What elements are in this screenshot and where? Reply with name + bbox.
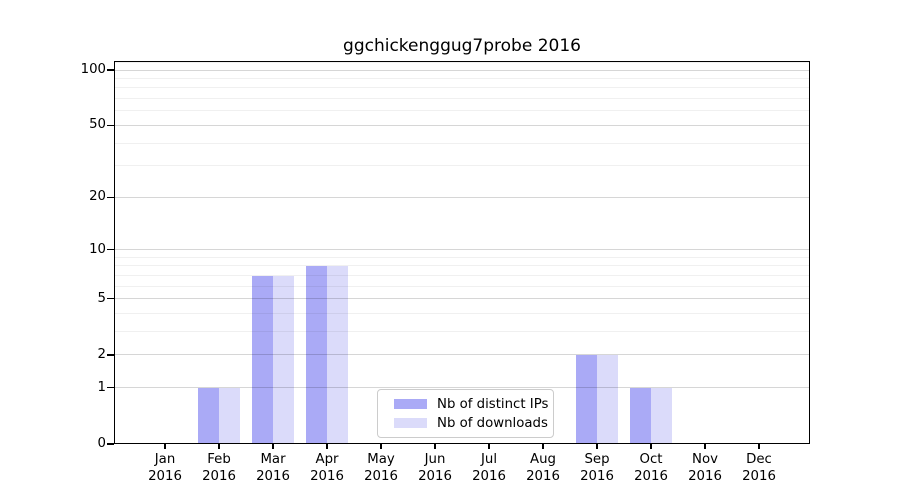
x-tick-mark [596,444,598,449]
y-tick-label: 50 [89,117,106,133]
legend-swatch-downloads [394,418,427,428]
chart-title: ggchickenggug7probe 2016 [343,36,581,56]
x-tick-label: Apr 2016 [310,452,344,484]
y-tick-label: 100 [80,62,106,78]
y-tick-mark [107,69,114,71]
y-tick-mark [107,387,114,389]
plot-area [114,61,810,444]
x-tick-label: Jan 2016 [148,452,182,484]
x-tick-mark [380,444,382,449]
legend-label: Nb of distinct IPs [437,396,549,412]
y-tick-mark [107,354,114,356]
bar-distinct-ips [576,354,597,444]
legend-swatch-distinct-ips [394,399,427,409]
y-tick-label: 2 [97,346,106,362]
bar-downloads [651,387,672,444]
y-tick-mark [107,249,114,251]
x-tick-label: Mar 2016 [256,452,290,484]
x-tick-label: Sep 2016 [580,452,614,484]
x-tick-label: Jul 2016 [472,452,506,484]
legend-item: Nb of downloads [394,416,553,431]
x-tick-mark [650,444,652,449]
x-tick-mark [164,444,166,449]
y-tick-mark [107,443,114,445]
y-tick-label: 5 [97,290,106,306]
x-tick-label: May 2016 [364,452,398,484]
x-tick-mark [758,444,760,449]
x-tick-mark [704,444,706,449]
y-tick-mark [107,298,114,300]
y-tick-label: 10 [89,241,106,257]
x-tick-mark [542,444,544,449]
bar-downloads [597,354,618,444]
x-tick-mark [218,444,220,449]
x-tick-mark [488,444,490,449]
bars-layer [114,61,810,444]
y-tick-mark [107,196,114,198]
x-tick-label: Jun 2016 [418,452,452,484]
y-tick-label: 0 [97,436,106,451]
x-tick-label: Oct 2016 [634,452,668,484]
bar-distinct-ips [306,265,327,444]
x-tick-mark [272,444,274,449]
x-tick-label: Dec 2016 [742,452,776,484]
x-tick-label: Nov 2016 [688,452,722,484]
bar-downloads [327,265,348,444]
bar-distinct-ips [198,387,219,444]
x-tick-mark [434,444,436,449]
legend-item: Nb of distinct IPs [394,397,553,412]
y-tick-mark [107,124,114,127]
bar-distinct-ips [630,387,651,444]
y-tick-label: 20 [89,189,106,205]
bar-distinct-ips [252,275,273,444]
x-tick-mark [326,444,328,449]
y-tick-label: 1 [97,379,106,395]
x-tick-label: Feb 2016 [202,452,236,484]
bar-downloads [219,387,240,444]
bar-downloads [273,275,294,444]
x-tick-label: Aug 2016 [526,452,560,484]
legend-label: Nb of downloads [437,415,548,431]
legend: Nb of distinct IPs Nb of downloads [377,389,554,438]
